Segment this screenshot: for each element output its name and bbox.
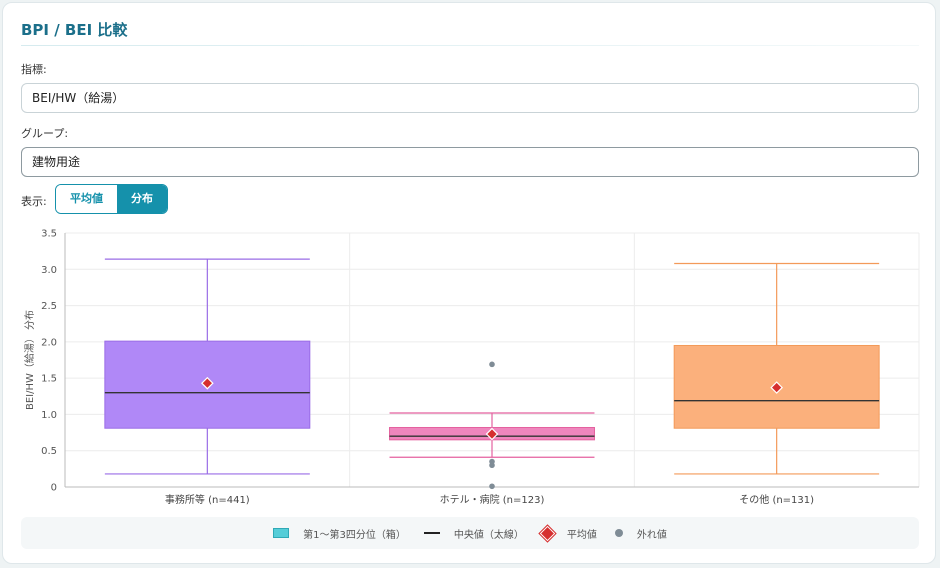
view-option-distribution[interactable]: 分布 xyxy=(117,185,167,213)
legend-median-label: 中央値（太線） xyxy=(453,529,524,541)
page-title: BPI / BEI 比較 xyxy=(21,21,128,39)
view-option-mean[interactable]: 平均値 xyxy=(56,185,117,213)
view-label: 表示: xyxy=(21,195,47,208)
group-select[interactable]: 建物用途 xyxy=(21,147,919,177)
x-tick-label: 事務所等 (n=441) xyxy=(165,493,250,506)
y-tick-label: 1.0 xyxy=(41,410,57,421)
outlier-point xyxy=(489,361,495,368)
legend-outlier-swatch xyxy=(614,529,623,537)
y-tick-label: 0 xyxy=(51,483,57,494)
y-axis-label: BEI/HW（給湯） 分布 xyxy=(23,310,36,410)
legend-item-mean: 平均値 xyxy=(538,523,597,543)
group-label: グループ: xyxy=(21,127,69,140)
chart-legend: 第1〜第3四分位（箱） 中央値（太線） 平均値 外れ値 xyxy=(21,517,919,549)
legend-median-swatch xyxy=(423,532,440,534)
x-tick-label: ホテル・病院 (n=123) xyxy=(440,493,545,506)
y-tick-label: 3.5 xyxy=(41,229,57,240)
legend-mean-label: 平均値 xyxy=(566,529,597,541)
view-toggle: 平均値 分布 xyxy=(55,184,168,214)
y-tick-label: 3.0 xyxy=(41,265,57,276)
outlier-point xyxy=(489,483,495,490)
metric-select[interactable]: BEI/HW（給湯） xyxy=(21,83,919,113)
legend-item-box: 第1〜第3四分位（箱） xyxy=(273,526,406,541)
legend-outlier-label: 外れ値 xyxy=(636,529,667,541)
y-tick-label: 2.0 xyxy=(41,337,57,348)
title-divider xyxy=(21,45,919,46)
legend-mean-swatch xyxy=(538,523,557,543)
legend-item-median: 中央値（太線） xyxy=(423,526,524,541)
y-tick-label: 2.5 xyxy=(41,301,57,312)
legend-box-swatch xyxy=(273,528,290,538)
y-tick-label: 0.5 xyxy=(41,446,57,457)
legend-box-label: 第1〜第3四分位（箱） xyxy=(303,529,406,541)
y-tick-label: 1.5 xyxy=(41,374,57,385)
mean-marker xyxy=(200,376,214,390)
outlier-point xyxy=(489,462,495,469)
x-tick-label: その他 (n=131) xyxy=(739,493,814,506)
mean-marker xyxy=(770,381,784,394)
legend-item-outlier: 外れ値 xyxy=(614,526,667,541)
boxplot-chart: 0 0.5 1.0 1.5 2.0 2.5 3.0 3.5 BEI/HW（給湯） 分布事務所等 … xyxy=(23,229,920,506)
mean-marker xyxy=(485,427,499,441)
metric-label: 指標: xyxy=(21,63,47,76)
